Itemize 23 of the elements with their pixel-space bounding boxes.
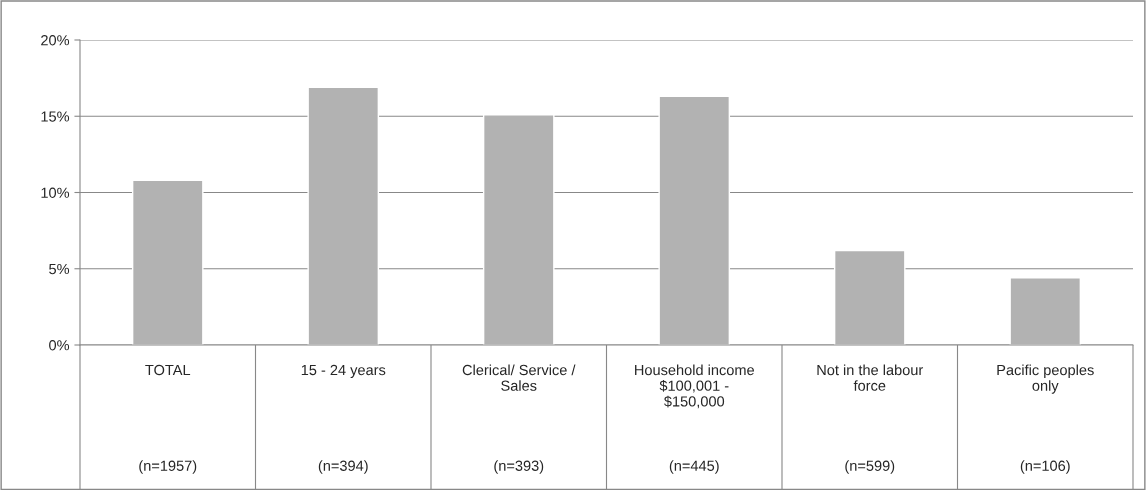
x-tick-label: Not in the labour force [817, 364, 924, 391]
x-tick-label: TOTAL [145, 364, 191, 376]
x-tick-label: Pacific peoples only [997, 364, 1094, 394]
bar [131, 179, 204, 345]
y-tick-label: 20% [41, 35, 70, 46]
text: (n=393) [494, 460, 544, 474]
y-tick-label: 10% [41, 187, 70, 198]
bar [482, 114, 555, 345]
bar [307, 86, 380, 345]
text: (n=445) [669, 460, 719, 474]
text: (n=106) [1020, 460, 1070, 474]
text: (n=1957) [139, 460, 197, 474]
text: (n=599) [845, 460, 895, 474]
x-tick-label: 15 - 24 years [301, 364, 386, 379]
bar [658, 95, 731, 345]
x-tick-label: Clerical/ Service / Sales [462, 364, 576, 391]
y-tick-label: 5% [49, 263, 70, 275]
y-tick-label: 15% [41, 111, 70, 122]
y-tick-label: 0% [49, 340, 70, 351]
bar [1009, 277, 1082, 345]
text: (n=394) [318, 460, 368, 474]
x-tick-label: Household income $100,001 - $150,000 [635, 364, 754, 409]
bar [833, 249, 906, 345]
